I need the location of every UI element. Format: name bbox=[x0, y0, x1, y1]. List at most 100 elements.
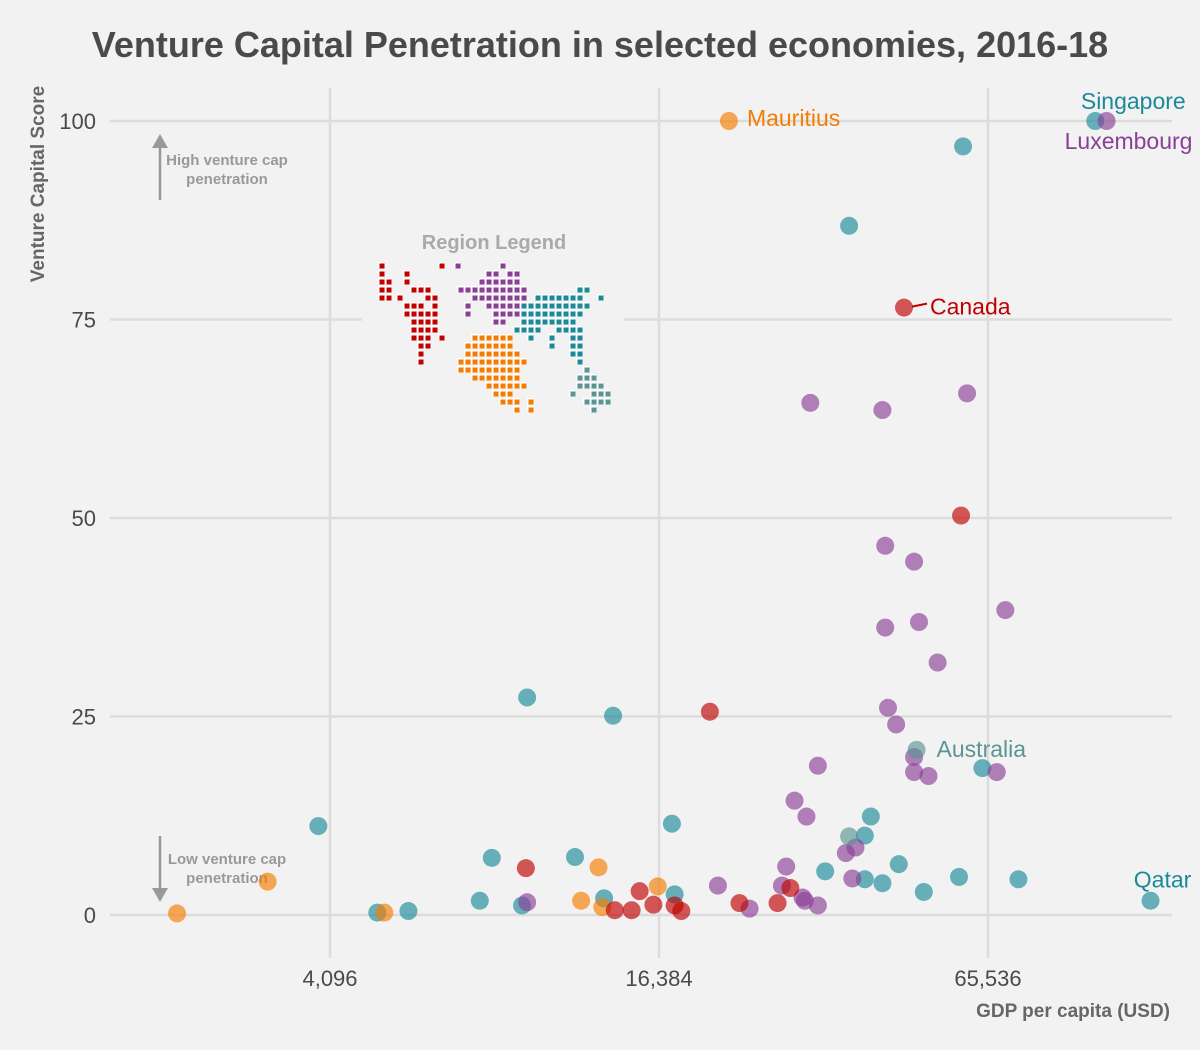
legend-dot-asia bbox=[577, 343, 583, 349]
data-point-americas bbox=[605, 901, 624, 920]
legend-dot-americas bbox=[411, 335, 417, 341]
legend-dot-americas bbox=[425, 287, 431, 293]
legend-dot-europe bbox=[486, 295, 492, 301]
data-point-asia bbox=[816, 862, 835, 881]
legend-dot-africa bbox=[528, 407, 534, 413]
legend-dot-americas bbox=[439, 335, 445, 341]
legend-dot-americas bbox=[418, 287, 424, 293]
legend-dot-americas bbox=[418, 351, 424, 357]
legend-dot-africa bbox=[507, 367, 513, 373]
legend-dot-africa bbox=[500, 367, 506, 373]
legend-dot-africa bbox=[493, 351, 499, 357]
legend-dot-africa bbox=[486, 351, 492, 357]
legend-dot-europe bbox=[458, 287, 464, 293]
region-legend: Region Legend bbox=[362, 232, 624, 422]
legend-dot-americas bbox=[411, 319, 417, 325]
data-points bbox=[168, 112, 1160, 923]
data-point-africa bbox=[572, 891, 591, 910]
legend-dot-asia bbox=[549, 311, 555, 317]
legend-dot-europe bbox=[493, 271, 499, 277]
legend-dot-africa bbox=[514, 383, 520, 389]
low-penetration-text: Low venture cap penetration bbox=[168, 851, 286, 887]
legend-dot-europe bbox=[507, 271, 513, 277]
legend-dot-africa bbox=[507, 359, 513, 365]
legend-dot-asia bbox=[563, 319, 569, 325]
legend-dot-americas bbox=[432, 295, 438, 301]
legend-dot-europe bbox=[500, 303, 506, 309]
legend-dot-africa bbox=[472, 359, 478, 365]
legend-dot-oceania bbox=[584, 383, 590, 389]
legend-dot-asia bbox=[521, 327, 527, 333]
legend-dot-europe bbox=[465, 311, 471, 317]
legend-dot-asia bbox=[563, 303, 569, 309]
legend-dot-africa bbox=[507, 383, 513, 389]
legend-dot-americas bbox=[432, 303, 438, 309]
legend-dot-asia bbox=[570, 351, 576, 357]
legend-dot-americas bbox=[418, 335, 424, 341]
legend-dot-africa bbox=[479, 351, 485, 357]
legend-dot-africa bbox=[472, 351, 478, 357]
legend-dot-asia bbox=[570, 295, 576, 301]
legend-dot-americas bbox=[418, 311, 424, 317]
data-point-asia bbox=[604, 706, 623, 725]
point-label-australia: Australia bbox=[937, 736, 1027, 762]
legend-dot-asia bbox=[563, 311, 569, 317]
data-point-asia bbox=[518, 688, 537, 707]
legend-dot-asia bbox=[549, 319, 555, 325]
legend-dot-africa bbox=[472, 343, 478, 349]
legend-dot-asia bbox=[528, 335, 534, 341]
data-point-asia bbox=[861, 807, 880, 826]
legend-dot-africa bbox=[514, 407, 520, 413]
data-point-europe bbox=[996, 601, 1015, 620]
data-point-europe bbox=[878, 698, 897, 717]
data-point-europe bbox=[987, 763, 1006, 782]
legend-dot-asia bbox=[570, 303, 576, 309]
point-label-luxembourg: Luxembourg bbox=[1065, 128, 1193, 154]
legend-dot-africa bbox=[500, 391, 506, 397]
legend-dot-asia bbox=[528, 327, 534, 333]
data-point-asia bbox=[662, 814, 681, 833]
point-label-canada: Canada bbox=[930, 294, 1011, 320]
legend-dot-americas bbox=[418, 303, 424, 309]
legend-dot-americas bbox=[404, 311, 410, 317]
legend-dot-asia bbox=[535, 319, 541, 325]
data-point-asia bbox=[482, 848, 501, 867]
data-point-africa bbox=[589, 858, 608, 877]
legend-dot-europe bbox=[479, 295, 485, 301]
legend-dot-europe bbox=[465, 303, 471, 309]
legend-dot-africa bbox=[479, 375, 485, 381]
data-point-americas bbox=[700, 702, 719, 721]
data-point-europe bbox=[905, 552, 924, 571]
legend-dot-europe bbox=[500, 311, 506, 317]
legend-dot-oceania bbox=[591, 407, 597, 413]
data-point-europe bbox=[958, 384, 977, 403]
legend-dot-asia bbox=[549, 295, 555, 301]
legend-dot-europe bbox=[500, 319, 506, 325]
legend-dot-africa bbox=[500, 335, 506, 341]
legend-dot-europe bbox=[514, 295, 520, 301]
y-tick-label: 75 bbox=[72, 308, 96, 333]
legend-dot-europe bbox=[514, 271, 520, 277]
legend-dot-americas bbox=[425, 319, 431, 325]
legend-dot-europe bbox=[493, 295, 499, 301]
data-point-asia bbox=[309, 817, 328, 836]
legend-dot-asia bbox=[570, 319, 576, 325]
data-point-americas bbox=[622, 901, 641, 920]
data-point-europe bbox=[708, 876, 727, 895]
legend-dot-asia bbox=[549, 335, 555, 341]
data-point-asia bbox=[973, 759, 992, 778]
legend-dot-asia bbox=[577, 327, 583, 333]
legend-dot-europe bbox=[507, 279, 513, 285]
y-tick-label: 25 bbox=[72, 705, 96, 730]
legend-dot-asia bbox=[535, 303, 541, 309]
data-point-europe bbox=[876, 536, 895, 555]
data-point-americas bbox=[952, 506, 971, 525]
data-point-asia bbox=[565, 848, 584, 867]
data-point-americas bbox=[516, 859, 535, 878]
legend-dot-africa bbox=[472, 367, 478, 373]
legend-dot-americas bbox=[425, 295, 431, 301]
legend-dot-africa bbox=[528, 399, 534, 405]
legend-dot-africa bbox=[479, 335, 485, 341]
legend-dot-americas bbox=[379, 287, 385, 293]
legend-dot-asia bbox=[521, 319, 527, 325]
